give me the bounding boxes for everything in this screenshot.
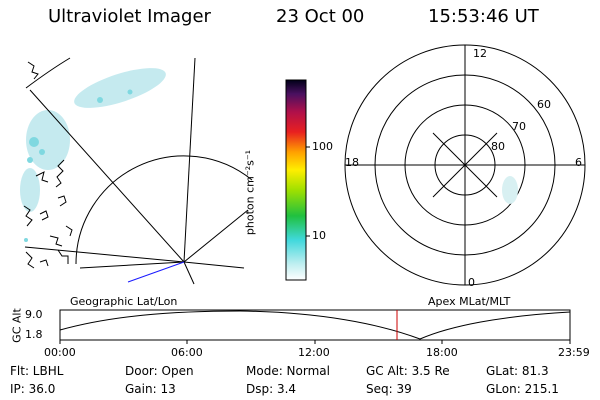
colorbar-label-10: 10: [312, 229, 326, 242]
latitude-circle: [75, 155, 253, 265]
time-tick-0600: 06:00: [171, 346, 203, 359]
limb-arc: [25, 57, 71, 89]
time-tick-1200: 12:00: [298, 346, 330, 359]
altitude-tick-1-8: 1.8: [25, 328, 43, 341]
mlt-label-18: 18: [345, 156, 359, 169]
mlt-label-6: 6: [575, 156, 582, 169]
mlt-label-0: 0: [468, 276, 475, 289]
colorbar-unit-label: photon cm⁻²s⁻¹: [243, 149, 257, 236]
info-ip: IP: 36.0: [10, 382, 56, 396]
meridian-line-2: [183, 57, 196, 263]
altitude-x-ticks: [59, 340, 571, 344]
time-tick-1800: 18:00: [426, 346, 458, 359]
coastlines: [23, 61, 73, 269]
info-dsp: Dsp: 3.4: [246, 382, 297, 396]
geographic-caption: Geographic Lat/Lon: [70, 295, 178, 308]
altitude-axis-label: GC Alt: [10, 308, 24, 343]
spacecraft-track: [127, 261, 185, 283]
instrument-title: Ultraviolet Imager: [48, 6, 211, 27]
time-tick-2359: 23:59: [558, 346, 590, 359]
mlt-label-12: 12: [473, 47, 487, 60]
meridian-line-6: [24, 246, 185, 263]
meridian-line-7: [79, 261, 185, 269]
apex-caption: Apex MLat/MLT: [428, 295, 511, 308]
time-tick-0000: 00:00: [44, 346, 76, 359]
polar-mlat-mlt-panel: [344, 44, 586, 286]
info-seq: Seq: 39: [366, 382, 412, 396]
geographic-map-panel: [20, 57, 253, 285]
altitude-tick-9: 9.0: [25, 308, 43, 321]
mlat-label-60: 60: [537, 98, 551, 111]
info-gain: Gain: 13: [125, 382, 176, 396]
meridian-line-4: [183, 261, 245, 269]
time-label: 15:53:46 UT: [428, 6, 539, 27]
mlat-label-80: 80: [491, 140, 505, 153]
info-flight: Flt: LBHL: [10, 364, 64, 378]
altitude-curve: [59, 310, 571, 340]
meridian-line-1: [29, 89, 185, 263]
info-glon: GLon: 215.1: [486, 382, 559, 396]
date-label: 23 Oct 00: [276, 6, 365, 27]
info-door: Door: Open: [125, 364, 194, 378]
colorbar-label-100: 100: [312, 140, 333, 153]
meridian-line-5: [183, 261, 195, 285]
polar-diagonal-2: [432, 132, 498, 198]
info-mode: Mode: Normal: [246, 364, 330, 378]
info-glat: GLat: 81.3: [486, 364, 549, 378]
polar-aurora-faint: [502, 176, 518, 204]
aurora-emission-faint: [20, 68, 166, 212]
info-gc-alt: GC Alt: 3.5 Re: [366, 364, 450, 378]
colorbar: [285, 79, 307, 281]
aurora-emission-bright: [24, 89, 133, 242]
mlat-label-70: 70: [512, 120, 526, 133]
meridian-line-3: [183, 209, 249, 263]
altitude-plot-frame: [59, 309, 571, 341]
